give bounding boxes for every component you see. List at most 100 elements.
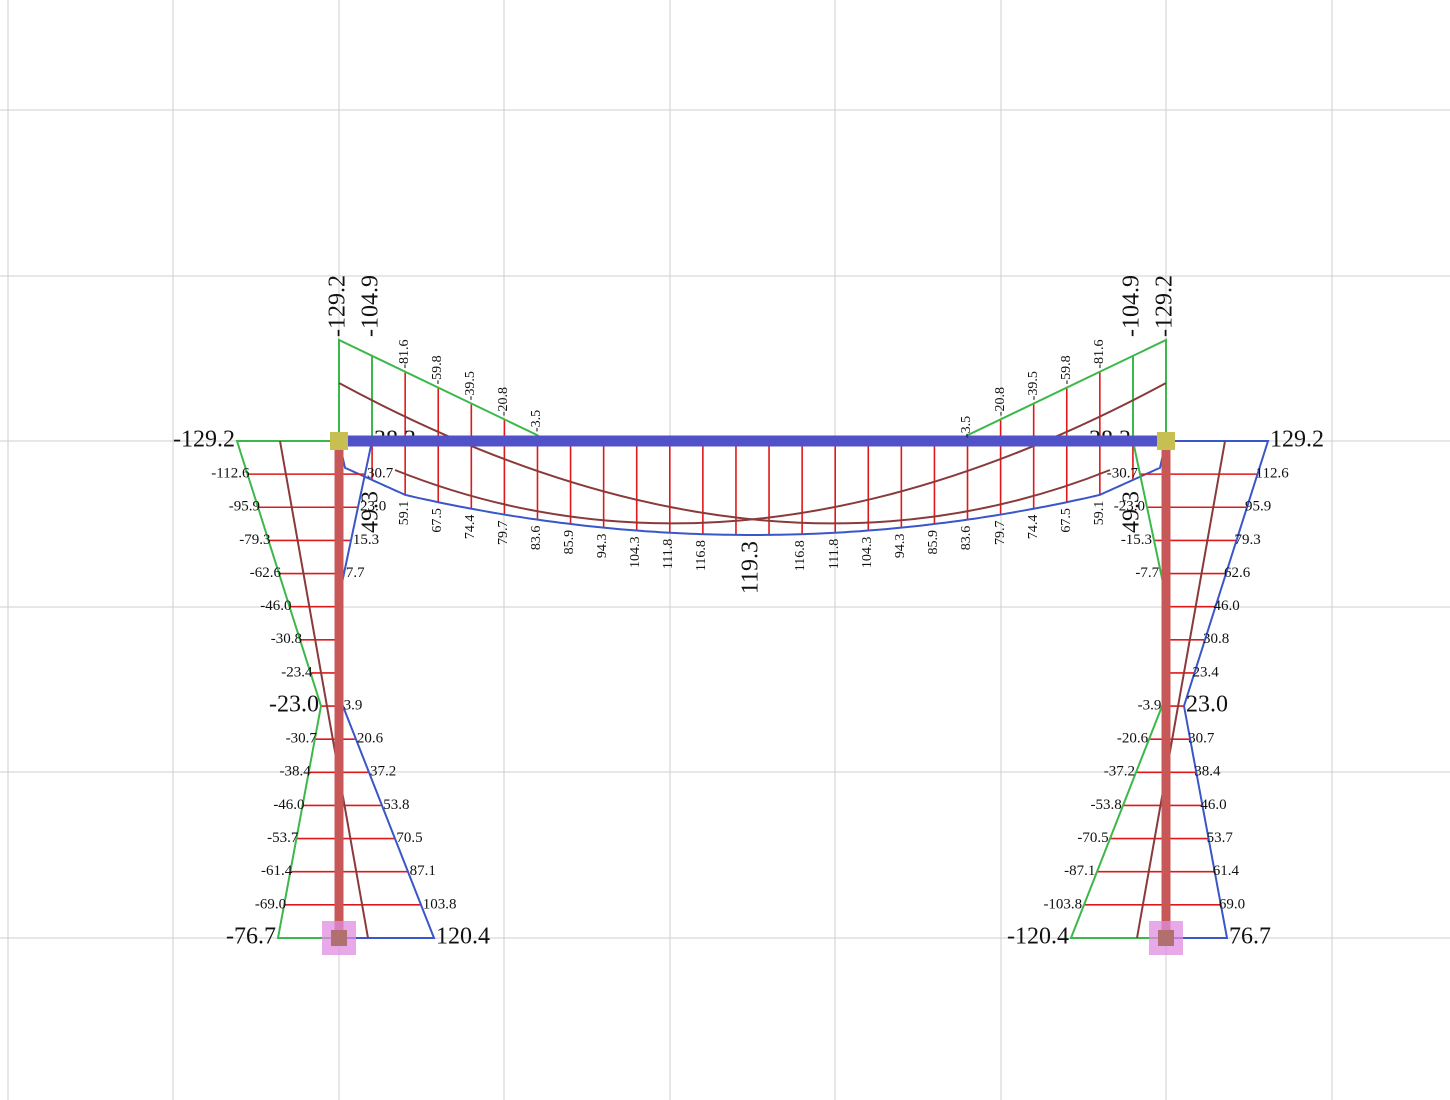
outer-label: 30.7	[1188, 731, 1215, 747]
beam-bottom-label: 104.3	[628, 536, 643, 568]
beam-bottom-label: 67.5	[1059, 508, 1074, 533]
inner-label: -70.5	[1077, 830, 1108, 846]
outer-label: -53.7	[267, 830, 299, 846]
beam-top-label: -129.2	[325, 275, 351, 337]
rotated-label: 49.3	[1119, 491, 1145, 533]
beam-bottom-label: 104.3	[860, 537, 875, 569]
outer-label: -30.7	[286, 731, 318, 747]
inner-label: 103.8	[423, 896, 457, 912]
outer-label: 95.9	[1245, 499, 1271, 515]
beam-bottom-label: 116.8	[694, 540, 709, 571]
beam-bottom-label: 79.7	[993, 520, 1008, 545]
inner-label: -30.7	[1107, 466, 1139, 482]
outer-label: 46.0	[1200, 797, 1226, 813]
outer-label: 62.6	[1224, 565, 1251, 581]
beam-top-label: -81.6	[397, 339, 412, 368]
inner-label: 37.2	[370, 764, 396, 780]
beam-top-label: -20.8	[496, 387, 511, 416]
beam-top-label: -20.8	[993, 387, 1008, 416]
inner-label: -23.0	[1114, 499, 1145, 515]
outer-label: 23.4	[1193, 664, 1220, 680]
beam-bottom-label: 111.8	[661, 539, 676, 569]
inner-label: 87.1	[410, 863, 436, 879]
beam-top-label: -81.6	[1092, 339, 1107, 368]
outer-label: -76.7	[226, 923, 276, 949]
outer-label: -79.3	[239, 532, 270, 548]
beam-bottom-label: 74.4	[1026, 515, 1041, 540]
inner-label: -7.7	[1135, 565, 1159, 581]
inner-label: 30.7	[367, 466, 394, 482]
inner-label: 7.7	[346, 565, 365, 581]
outer-label: -129.2	[173, 427, 235, 453]
beam-top-label: -59.8	[430, 355, 445, 384]
outer-label: 112.6	[1256, 466, 1290, 482]
column-outer-outline	[235, 440, 339, 939]
beam-bottom-label: 116.8	[793, 540, 808, 571]
inner-label: -120.4	[1007, 923, 1069, 949]
inner-label: -3.9	[1138, 697, 1162, 713]
inner-label: -53.8	[1091, 797, 1122, 813]
inner-label: 53.8	[383, 797, 409, 813]
outer-label: 69.0	[1219, 896, 1245, 912]
beam-bottom-label: 85.9	[562, 530, 577, 555]
inner-label: 120.4	[436, 923, 490, 949]
outer-label: -95.9	[229, 499, 260, 515]
joint	[1157, 432, 1175, 450]
outer-label: -23.0	[269, 692, 319, 718]
inner-label: -103.8	[1043, 896, 1082, 912]
inner-label: 15.3	[353, 532, 379, 548]
column-outer-outline	[1166, 440, 1270, 939]
outer-label: 46.0	[1214, 598, 1240, 614]
beam-top-label: -59.8	[1059, 355, 1074, 384]
beam-top-label: -39.5	[1026, 371, 1041, 400]
inner-label: 70.5	[396, 830, 422, 846]
outer-label: 79.3	[1235, 532, 1261, 548]
outer-label: -30.8	[271, 631, 302, 647]
outer-label: 38.4	[1194, 764, 1221, 780]
inner-label: 23.0	[360, 499, 386, 515]
beam-top-label: -3.5	[959, 416, 974, 438]
outer-label: 129.2	[1270, 427, 1324, 453]
outer-label: 53.7	[1207, 830, 1234, 846]
beam-top-label: -39.5	[463, 371, 478, 400]
column-mid-line	[279, 440, 369, 939]
support-core	[1158, 930, 1174, 946]
inner-label: 20.6	[357, 731, 384, 747]
inner-label: 3.9	[344, 697, 363, 713]
inner-label: -20.6	[1117, 731, 1149, 747]
rotated-label: 49.3	[358, 491, 384, 533]
beam-bottom-label: 111.8	[827, 539, 842, 569]
beam-bottom-label: 94.3	[595, 534, 610, 559]
outer-label: -69.0	[255, 896, 286, 912]
outer-label: -61.4	[261, 863, 293, 879]
beam-min-outline	[338, 338, 546, 442]
beam-bottom-label: 119.3	[738, 541, 764, 594]
outer-label: 23.0	[1186, 692, 1228, 718]
outer-label: 30.8	[1203, 631, 1229, 647]
beam-top-label: -104.9	[358, 275, 384, 337]
column-mid-line	[1136, 440, 1226, 939]
beam-bottom-label: 67.5	[430, 508, 445, 533]
beam-bottom-label: 74.4	[463, 515, 478, 540]
beam-bottom-label: 79.7	[496, 520, 511, 545]
beam-bottom-label: 59.1	[1092, 501, 1107, 526]
outer-label: -23.4	[281, 664, 313, 680]
outer-label: -112.6	[211, 466, 250, 482]
inner-label: -37.2	[1104, 764, 1135, 780]
outer-label: -38.4	[279, 764, 311, 780]
joint	[330, 432, 348, 450]
beam-top-label: -104.9	[1119, 275, 1145, 337]
beam-bottom-label: 85.9	[926, 530, 941, 555]
support-core	[331, 930, 347, 946]
outer-label: -62.6	[250, 565, 282, 581]
outer-label: 61.4	[1213, 863, 1240, 879]
beam-top-label: -129.2	[1152, 275, 1178, 337]
beam-max-outline	[338, 440, 1167, 536]
inner-label: -87.1	[1064, 863, 1095, 879]
beam-bottom-label: 83.6	[959, 526, 974, 551]
outer-label: 76.7	[1229, 923, 1271, 949]
beam-min-outline	[959, 338, 1167, 442]
beam-bottom-label: 83.6	[529, 526, 544, 551]
outer-label: -46.0	[260, 598, 291, 614]
